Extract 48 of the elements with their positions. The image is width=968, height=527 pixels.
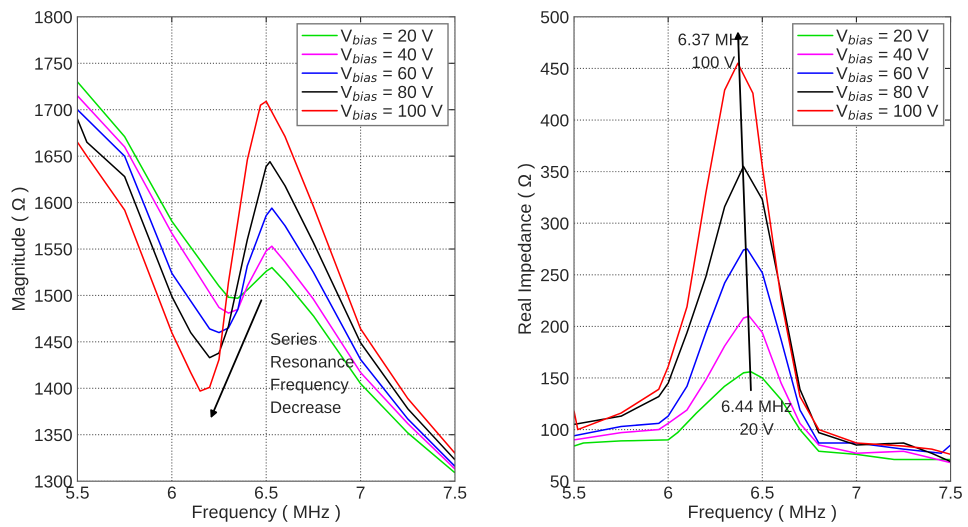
legend-label: V$_{bias}$ = 60 V: [340, 67, 434, 82]
y-tick-label: 350: [540, 166, 568, 178]
x-tick-label: 7.5: [939, 486, 962, 499]
y-axis-title: Magnitude ( Ω ): [12, 188, 28, 310]
y-tick-label: 1450: [35, 336, 72, 348]
x-tick-label: 6: [168, 486, 176, 499]
legend-label: V$_{bias}$ = 100 V: [340, 104, 443, 120]
y-tick-label: 1350: [35, 428, 72, 442]
legend-label: V$_{bias}$ = 80 V: [340, 86, 434, 101]
x-tick-label: 6: [664, 486, 672, 499]
x-tick-label: 6.5: [255, 486, 278, 499]
x-tick-label: 6.5: [751, 486, 774, 499]
legend-label: V$_{bias}$ = 100 V: [836, 104, 938, 120]
x-tick-label: 5.5: [562, 486, 586, 499]
y-tick-label: 300: [540, 217, 568, 230]
y-tick-label: 1550: [35, 243, 72, 256]
y-tick-label: 1500: [35, 290, 72, 302]
y-tick-label: 1400: [35, 382, 72, 395]
x-axis-title: Frequency ( MHz ): [689, 504, 836, 522]
legend-label: V$_{bias}$ = 60 V: [836, 67, 929, 82]
y-tick-label: 450: [540, 62, 568, 75]
y-tick-label: 1750: [35, 57, 72, 70]
line-series: [574, 315, 951, 464]
y-tick-label: 400: [540, 114, 568, 126]
y-tick-label: 200: [541, 320, 568, 333]
legend-label: V$_{bias}$ = 40 V: [836, 48, 929, 64]
legend-label: V$_{bias}$ = 20 V: [340, 29, 434, 45]
legend-label: V$_{bias}$ = 20 V: [836, 29, 929, 45]
y-tick-label: 1650: [35, 150, 72, 163]
x-tick-label: 7: [852, 486, 860, 499]
y-tick-label: 50: [550, 475, 568, 488]
legend-label: V$_{bias}$ = 40 V: [340, 48, 434, 64]
legend-label: V$_{bias}$ = 80 V: [836, 86, 929, 101]
line-series: [574, 371, 951, 460]
y-tick-label: 500: [540, 11, 568, 24]
y-tick-label: 250: [541, 268, 568, 282]
y-tick-label: 100: [542, 424, 568, 436]
x-tick-label: 5.5: [66, 486, 89, 499]
y-tick-label: 150: [542, 372, 568, 384]
y-tick-label: 1600: [35, 196, 72, 210]
y-tick-label: 1800: [35, 11, 72, 24]
y-axis-title: Real Impedance ( Ω ): [518, 164, 535, 334]
y-tick-label: 1700: [35, 104, 72, 116]
x-tick-label: 7.5: [444, 486, 466, 499]
x-axis-title: Frequency ( MHz ): [192, 504, 340, 522]
line-series: [574, 248, 951, 454]
y-tick-label: 1300: [35, 475, 72, 488]
x-tick-label: 7: [356, 486, 365, 499]
